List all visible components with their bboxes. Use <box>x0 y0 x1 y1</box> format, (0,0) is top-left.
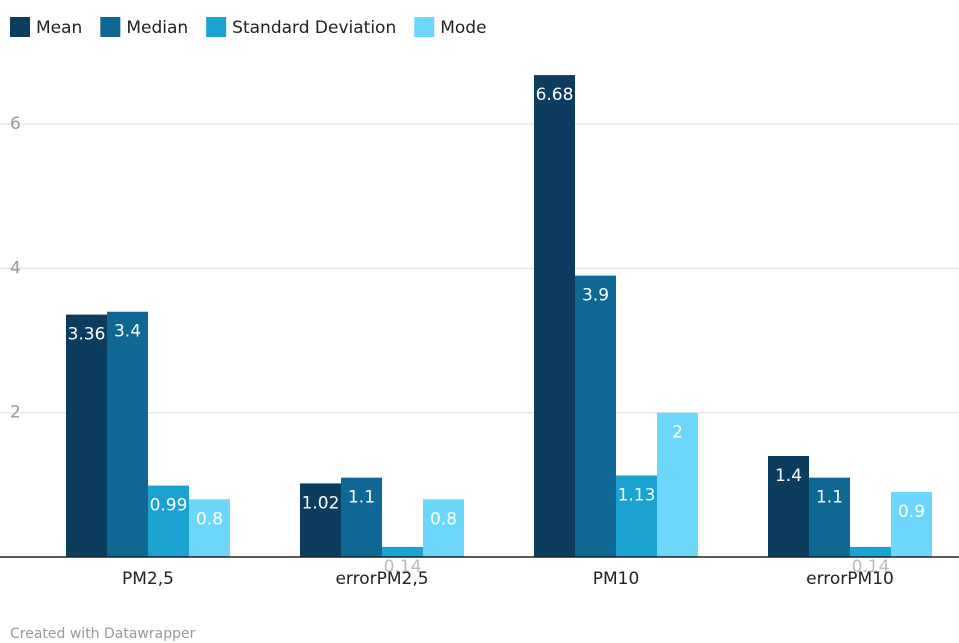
bar <box>657 412 698 557</box>
value-label: 0.9 <box>898 502 925 522</box>
value-label: 1.13 <box>618 485 656 505</box>
value-label: 0.99 <box>150 496 188 516</box>
bar <box>189 499 230 557</box>
legend-swatch <box>100 17 121 37</box>
bar <box>616 475 657 557</box>
legend-label: Median <box>126 18 188 38</box>
value-label: 0.14 <box>384 557 422 577</box>
value-label: 2 <box>672 423 683 443</box>
value-label: 1.02 <box>302 493 340 513</box>
x-tick-label: errorPM2,5 <box>335 569 428 589</box>
value-label: 3.9 <box>582 286 609 306</box>
value-label: 1.1 <box>348 488 375 508</box>
value-label: 0.8 <box>430 509 457 529</box>
bar <box>534 75 575 557</box>
value-label: 3.4 <box>114 322 141 342</box>
y-tick-label: 2 <box>10 403 21 423</box>
y-tick-label: 4 <box>10 258 21 278</box>
bar <box>891 492 932 557</box>
bar <box>850 546 891 557</box>
legend-swatch <box>414 17 435 37</box>
value-label: 0.14 <box>852 557 890 577</box>
bar <box>809 477 850 557</box>
bar <box>423 499 464 557</box>
value-label: 1.1 <box>816 488 843 508</box>
x-tick-label: PM2,5 <box>122 569 174 589</box>
legend-swatch <box>10 17 30 37</box>
legend-swatch <box>206 17 227 37</box>
x-tick-label: PM10 <box>593 569 640 589</box>
bar <box>341 477 382 557</box>
footer: Created with Datawrapper <box>10 626 196 642</box>
legend-label: Standard Deviation <box>232 18 396 38</box>
x-tick-label: errorPM10 <box>806 569 894 589</box>
bar <box>768 456 809 557</box>
bar <box>575 275 616 557</box>
value-label: 3.36 <box>68 325 106 345</box>
bar <box>148 485 189 557</box>
value-label: 6.68 <box>536 85 574 105</box>
legend-label: Mode <box>440 18 486 38</box>
bar <box>300 483 341 557</box>
y-tick-label: 6 <box>10 114 21 134</box>
bar <box>66 314 107 557</box>
legend-label: Mean <box>36 18 82 38</box>
value-label: 1.4 <box>775 466 802 486</box>
bar <box>382 546 423 557</box>
value-label: 0.8 <box>196 509 223 529</box>
bar <box>107 311 148 557</box>
